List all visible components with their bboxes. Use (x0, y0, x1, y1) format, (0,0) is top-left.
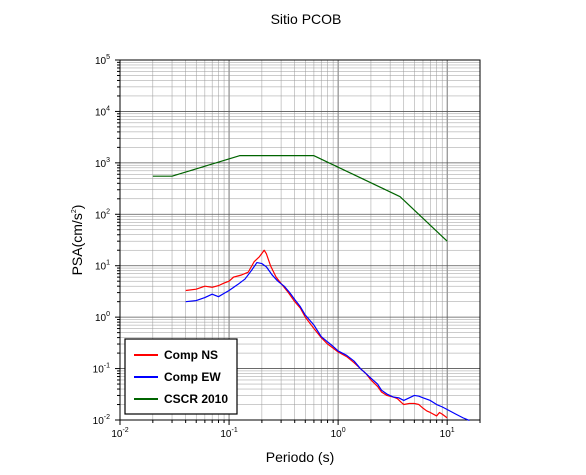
y-tick-label: 105 (95, 54, 110, 67)
y-axis-label: PSA(cm/s2) (69, 205, 85, 276)
y-tick-label: 102 (95, 208, 110, 221)
y-tick-label: 10-1 (93, 363, 110, 376)
plot-frame (119, 59, 481, 421)
legend-label-1: Comp EW (164, 370, 221, 384)
chart-title: Sitio PCOB (271, 11, 342, 27)
legend-label-2: CSCR 2010 (164, 392, 228, 406)
x-axis-label: Periodo (s) (266, 449, 334, 465)
series-group (152, 155, 470, 422)
legend: Comp NS Comp EW CSCR 2010 (124, 338, 238, 415)
series-line-1 (185, 261, 470, 422)
y-axis-label-sup: 2 (71, 209, 78, 213)
y-tick-label: 101 (95, 260, 110, 273)
y-tick-label: 10-2 (93, 414, 110, 427)
y-tick-label: 103 (95, 157, 110, 170)
x-tick-label: 10-2 (111, 427, 128, 440)
y-tick-label: 104 (95, 105, 110, 118)
x-tick-label: 101 (440, 427, 455, 440)
x-tick-label: 100 (331, 427, 346, 440)
y-axis-label-main: PSA(cm/s (69, 213, 85, 275)
y-tick-label: 100 (95, 311, 110, 324)
y-axis-label-tail: ) (69, 205, 85, 210)
series-line-0 (185, 249, 448, 419)
x-tick-label: 10-1 (220, 427, 237, 440)
legend-label-0: Comp NS (164, 348, 218, 362)
ticks: 10-2 10-1 100 101 10-2 10-1 100 101 102 103 104 105 (93, 54, 481, 440)
series-line-2 (152, 155, 448, 242)
grid (119, 59, 481, 421)
